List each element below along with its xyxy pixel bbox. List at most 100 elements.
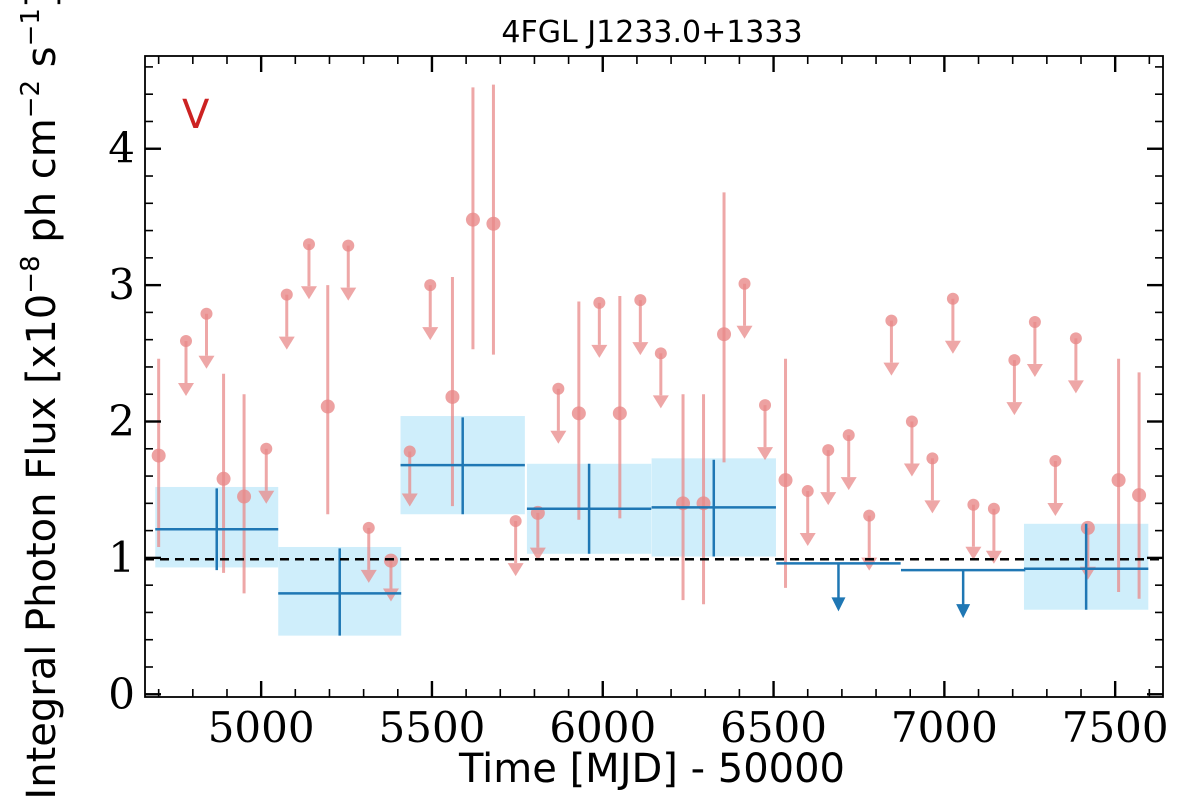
short-bin-upper-limit-arrow	[965, 546, 982, 560]
short-bin-upper-limit-arrow	[1026, 363, 1043, 377]
short-bin-upper-limit-point	[509, 515, 522, 528]
short-bin-upper-limit-arrow	[591, 344, 608, 358]
short-bin-upper-limit-point	[362, 521, 375, 534]
short-bin-upper-limit-arrow	[944, 340, 961, 354]
short-bin-upper-limit-arrow	[632, 342, 649, 356]
short-bin-upper-limit-point	[280, 288, 293, 301]
chart-title: 4FGL J1233.0+1333	[501, 15, 802, 50]
short-bin-point	[445, 389, 460, 404]
short-bin-upper-limit-point	[260, 442, 273, 455]
short-bin-point	[1111, 473, 1126, 488]
short-bin-upper-limit-arrow	[422, 327, 439, 341]
short-bin-upper-limit-point	[759, 399, 772, 412]
y-tick-label: 1	[108, 533, 135, 582]
short-bin-upper-limit-point	[1008, 354, 1021, 367]
y-tick-label: 3	[108, 260, 135, 309]
plot-frame	[144, 55, 1164, 698]
short-bin-upper-limit-point	[863, 509, 876, 522]
axis-layer: 5000 5500 6000 6500 7000 7500 0 1 2 3 4	[108, 55, 1169, 752]
y-axis-label: Integral Photon Flux [x10−8 ph cm−2 s−1]	[16, 0, 65, 800]
short-bin-upper-limit-arrow	[300, 286, 317, 300]
y-axis-label-exp1: −8	[16, 255, 46, 293]
short-bin-upper-limit-point	[946, 292, 959, 305]
short-bin-upper-limit-point	[885, 314, 898, 327]
short-bin-point	[237, 489, 252, 504]
x-tick-label: 7000	[891, 703, 998, 752]
short-bin-upper-limit-arrow	[736, 325, 753, 339]
short-bin-point	[465, 212, 480, 227]
short-bin-upper-limit-point	[179, 335, 192, 348]
y-axis-label-main: Integral Photon Flux [x10	[19, 294, 65, 800]
x-tick-label: 6500	[720, 703, 827, 752]
y-axis-label-exp2: −2	[16, 80, 46, 118]
short-bin-upper-limit-point	[842, 429, 855, 442]
short-bin-upper-limit-point	[1028, 315, 1041, 328]
short-bin-point	[383, 553, 398, 568]
x-tick-label: 7500	[1062, 703, 1169, 752]
y-axis-label-mid2: s	[19, 46, 65, 80]
short-bin-upper-limit-arrow	[820, 492, 837, 506]
short-bin-point	[778, 473, 793, 488]
long-bin-upper-limit-arrow	[956, 604, 971, 619]
short-bin-upper-limit-point	[801, 485, 814, 498]
short-bin-point	[612, 406, 627, 421]
short-bin-point	[1132, 488, 1147, 503]
short-bin-upper-limit-point	[634, 294, 647, 307]
short-bin-upper-limit-arrow	[507, 563, 524, 577]
short-bin-upper-limit-arrow	[924, 500, 941, 514]
short-bin-upper-limit-point	[552, 382, 565, 395]
short-bin-upper-limit-point	[822, 444, 835, 457]
x-tick-label: 5500	[379, 703, 486, 752]
y-axis-label-exp3: −1	[16, 8, 46, 46]
short-bin-upper-limit-point	[905, 415, 918, 428]
short-bin-point	[320, 399, 335, 414]
short-bin-upper-limit-arrow	[382, 588, 399, 602]
short-bin-point	[151, 448, 166, 463]
short-bin-upper-limit-point	[926, 452, 939, 465]
short-bin-point	[717, 327, 732, 342]
short-bin-upper-limit-arrow	[652, 395, 669, 409]
short-bin-upper-limit-point	[967, 498, 980, 511]
short-bin-upper-limit-point	[200, 307, 213, 320]
x-tick-label: 6000	[549, 703, 656, 752]
short-bin-upper-limit-arrow	[278, 336, 295, 350]
short-bin-upper-limit-arrow	[177, 383, 194, 397]
short-bin-upper-limit-point	[403, 445, 416, 458]
short-bin-upper-limit-arrow	[840, 477, 857, 491]
short-bin-upper-limit-point	[738, 277, 751, 290]
y-tick-label: 0	[108, 669, 135, 718]
y-axis-label-end: ]	[19, 0, 65, 8]
short-bin-upper-limit-arrow	[1006, 402, 1023, 416]
short-bin-point	[486, 216, 501, 231]
short-bin-upper-limit-point	[1069, 332, 1082, 345]
short-bin-upper-limit-point	[302, 238, 315, 251]
short-bin-upper-limit-arrow	[258, 490, 275, 504]
short-bin-upper-limit-arrow	[883, 362, 900, 376]
plot-layer	[145, 84, 1163, 636]
short-bin-upper-limit-arrow	[1067, 380, 1084, 394]
short-bin-upper-limit-point	[593, 296, 606, 309]
y-tick-label: 4	[108, 124, 135, 173]
short-bin-point	[571, 406, 586, 421]
short-bin-upper-limit-arrow	[985, 550, 1002, 564]
short-bin-upper-limit-arrow	[360, 569, 377, 583]
short-bin-upper-limit-point	[342, 239, 355, 252]
y-axis-label-mid: ph cm	[19, 118, 65, 255]
band-label: V	[182, 92, 210, 138]
short-bin-upper-limit-point	[1049, 455, 1062, 468]
short-bin-upper-limit-arrow	[529, 547, 546, 561]
y-tick-label: 2	[108, 397, 135, 446]
x-tick-label: 5000	[208, 703, 315, 752]
long-bin-upper-limit-arrow	[831, 597, 846, 612]
short-bin-upper-limit-arrow	[550, 430, 567, 444]
short-bin-point	[216, 471, 231, 486]
short-bin-upper-limit-arrow	[799, 533, 816, 547]
short-bin-upper-limit-point	[654, 347, 667, 360]
short-bin-upper-limit-arrow	[757, 447, 774, 461]
short-bin-upper-limit-point	[987, 502, 1000, 515]
short-bin-upper-limit-point	[424, 279, 437, 292]
short-bin-upper-limit-arrow	[1047, 503, 1064, 517]
short-bin-upper-limit-arrow	[401, 493, 418, 507]
x-axis-label: Time [MJD] - 50000	[458, 746, 845, 792]
